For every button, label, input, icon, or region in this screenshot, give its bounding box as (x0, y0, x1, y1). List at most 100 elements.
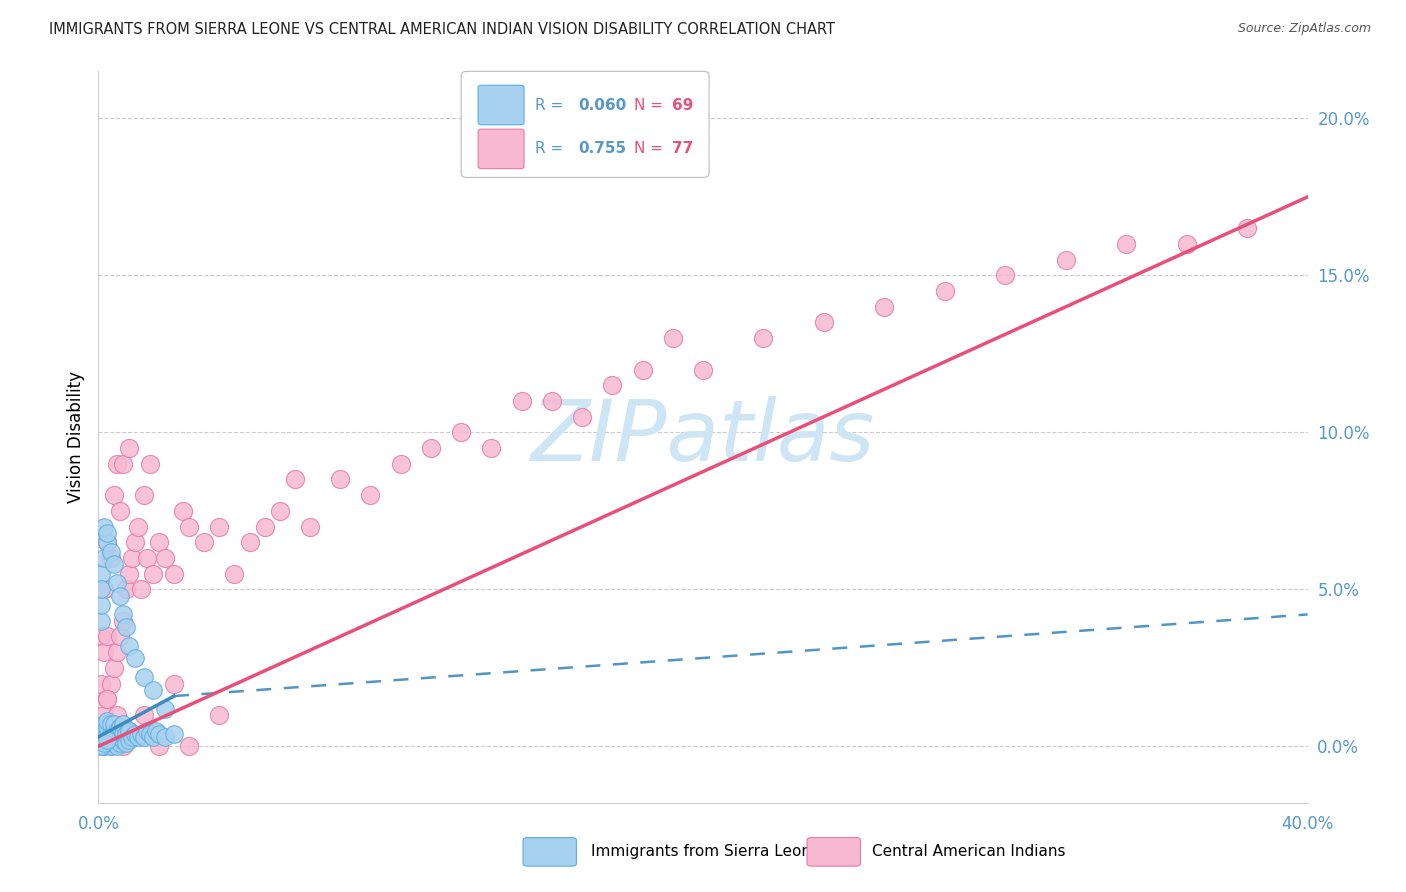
Point (132, 707, 155, 722)
FancyBboxPatch shape (478, 86, 524, 125)
Point (994, 268, 1017, 283)
Point (114, 582, 136, 597)
Point (93, 550, 115, 565)
Point (103, 558, 125, 572)
Point (118, 733, 141, 747)
Point (96, 733, 118, 747)
Point (124, 535, 146, 549)
Point (127, 519, 149, 533)
Point (571, 409, 593, 424)
Point (813, 316, 835, 330)
Point (148, 535, 170, 549)
FancyBboxPatch shape (461, 71, 709, 178)
Point (145, 723, 167, 738)
Point (105, 707, 128, 722)
Point (96, 727, 118, 741)
Text: R =: R = (534, 142, 568, 156)
Point (873, 300, 896, 314)
Point (96, 692, 118, 706)
Point (105, 739, 128, 754)
Point (253, 519, 276, 533)
Point (114, 727, 136, 741)
Text: IMMIGRANTS FROM SIERRA LEONE VS CENTRAL AMERICAN INDIAN VISION DISABILITY CORREL: IMMIGRANTS FROM SIERRA LEONE VS CENTRAL … (49, 22, 835, 37)
Point (90, 733, 112, 747)
Point (111, 733, 134, 747)
Point (111, 739, 134, 754)
Text: Source: ZipAtlas.com: Source: ZipAtlas.com (1237, 22, 1371, 36)
Point (93, 739, 115, 754)
Point (93, 645, 115, 659)
Point (90, 721, 112, 735)
Point (100, 727, 122, 741)
Point (108, 504, 131, 518)
Point (105, 723, 128, 738)
Point (269, 504, 291, 518)
Point (90, 582, 112, 597)
Point (135, 723, 157, 738)
Point (103, 661, 125, 675)
Point (111, 717, 134, 731)
Point (299, 519, 322, 533)
Point (100, 676, 122, 690)
Point (105, 645, 128, 659)
Point (96, 721, 118, 735)
Point (111, 614, 134, 628)
Point (111, 727, 134, 741)
Point (208, 707, 231, 722)
Point (90, 598, 112, 612)
Point (1175, 237, 1198, 252)
Point (139, 727, 162, 741)
Point (118, 441, 141, 455)
Point (96, 736, 118, 750)
Point (111, 457, 134, 471)
Point (90, 614, 112, 628)
Point (96, 733, 118, 747)
Point (100, 717, 122, 731)
Point (124, 727, 146, 741)
Point (103, 730, 125, 744)
Point (118, 723, 141, 738)
Point (114, 620, 136, 634)
Point (103, 723, 125, 738)
Y-axis label: Vision Disability: Vision Disability (66, 371, 84, 503)
Point (127, 730, 149, 744)
Point (121, 550, 143, 565)
Point (153, 730, 176, 744)
Point (239, 535, 262, 549)
Point (93, 730, 115, 744)
Point (132, 670, 155, 684)
Point (153, 550, 176, 565)
Point (1236, 221, 1258, 235)
Point (100, 739, 122, 754)
Text: ZIPatlas: ZIPatlas (531, 395, 875, 479)
Point (142, 566, 165, 581)
Point (540, 394, 562, 409)
Point (148, 739, 170, 754)
Point (179, 739, 201, 754)
Point (481, 441, 503, 455)
Point (224, 566, 246, 581)
Point (139, 457, 162, 471)
Point (193, 535, 215, 549)
Point (96, 629, 118, 643)
Point (129, 727, 152, 741)
Point (90, 739, 112, 754)
Point (114, 736, 136, 750)
Point (118, 639, 141, 653)
Point (172, 504, 194, 518)
Point (132, 488, 155, 502)
Point (105, 457, 128, 471)
Point (284, 473, 307, 487)
Point (661, 331, 683, 345)
Point (153, 701, 176, 715)
Point (93, 723, 115, 738)
Point (105, 576, 128, 591)
Point (420, 441, 443, 455)
Point (360, 488, 382, 502)
Point (90, 723, 112, 738)
Point (105, 733, 128, 747)
Point (142, 730, 165, 744)
Text: R =: R = (534, 97, 568, 112)
Point (90, 676, 112, 690)
Point (450, 425, 472, 440)
